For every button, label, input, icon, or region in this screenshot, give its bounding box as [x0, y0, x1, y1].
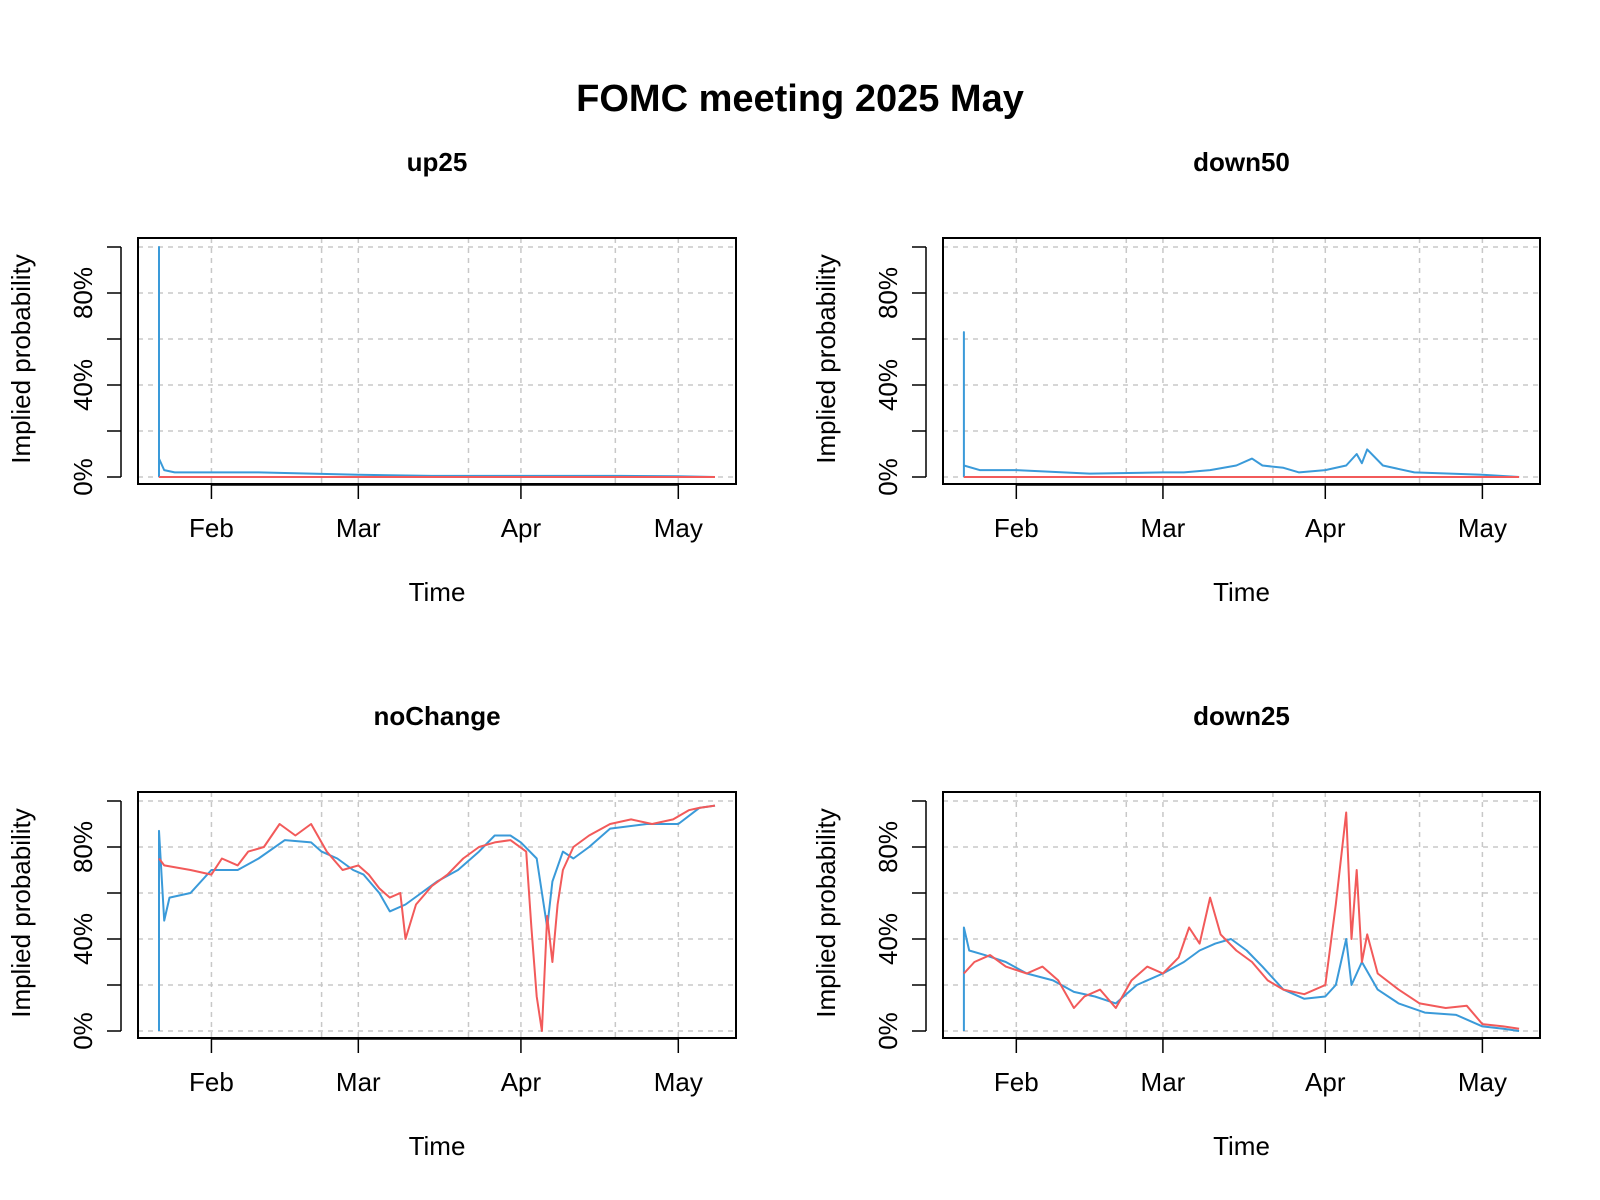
- x-axis-label: Time: [409, 1131, 466, 1161]
- x-tick-label: Mar: [336, 513, 381, 543]
- y-tick-label: 80%: [68, 821, 98, 873]
- y-tick-label: 0%: [873, 1012, 903, 1050]
- y-tick-label: 40%: [68, 913, 98, 965]
- y-axis-label: Implied probability: [811, 808, 841, 1018]
- panel-title: noChange: [373, 701, 500, 731]
- x-tick-label: Mar: [1141, 513, 1186, 543]
- x-tick-label: Feb: [189, 1067, 234, 1097]
- y-axis-label: Implied probability: [6, 254, 36, 464]
- series-line-2: [158, 804, 716, 1032]
- panel-title: down50: [1193, 147, 1290, 177]
- panel-title: up25: [407, 147, 468, 177]
- x-axis-label: Time: [409, 577, 466, 607]
- y-axis-label: Implied probability: [6, 808, 36, 1018]
- y-tick-label: 40%: [873, 913, 903, 965]
- plot-frame: [942, 237, 1541, 485]
- y-tick-label: 0%: [68, 1012, 98, 1050]
- y-tick-label: 0%: [873, 458, 903, 496]
- chart-panel-up25: 0% 40% 80% Feb Mar Apr May up25 Time Implied prob…: [6, 147, 737, 607]
- x-tick-label: May: [654, 1067, 703, 1097]
- panel-title: down25: [1193, 701, 1290, 731]
- series-line-1: [158, 246, 716, 478]
- x-tick-label: May: [1458, 1067, 1507, 1097]
- y-tick-label: 80%: [68, 267, 98, 319]
- x-tick-label: Apr: [1305, 513, 1346, 543]
- x-tick-label: Mar: [336, 1067, 381, 1097]
- series-line-1: [962, 926, 1520, 1032]
- y-tick-label: 0%: [68, 458, 98, 496]
- chart-panel-noChange: 0% 40% 80% Feb Mar Apr May noChange Time Implied …: [6, 701, 737, 1161]
- figure-title: FOMC meeting 2025 May: [576, 78, 1024, 120]
- x-axis-label: Time: [1213, 577, 1270, 607]
- x-tick-label: Feb: [994, 1067, 1039, 1097]
- series-line-2: [963, 811, 1520, 1030]
- x-tick-label: May: [654, 513, 703, 543]
- y-axis-label: Implied probability: [811, 254, 841, 464]
- y-tick-label: 80%: [873, 821, 903, 873]
- x-axis-label: Time: [1213, 1131, 1270, 1161]
- plot-frame: [137, 791, 737, 1039]
- x-tick-label: Feb: [994, 513, 1039, 543]
- x-tick-label: Apr: [501, 1067, 542, 1097]
- plot-frame: [137, 237, 737, 485]
- x-tick-label: Feb: [189, 513, 234, 543]
- x-tick-label: Apr: [1305, 1067, 1346, 1097]
- chart-panel-down25: 0% 40% 80% Feb Mar Apr May down25 Time Implied pr…: [811, 701, 1541, 1161]
- y-tick-label: 40%: [68, 359, 98, 411]
- series-line-1: [158, 804, 716, 1031]
- x-tick-label: Mar: [1141, 1067, 1186, 1097]
- y-tick-label: 40%: [873, 359, 903, 411]
- y-tick-label: 80%: [873, 267, 903, 319]
- x-tick-label: Apr: [501, 513, 542, 543]
- plot-frame: [942, 791, 1541, 1039]
- chart-panel-down50: 0% 40% 80% Feb Mar Apr May down50 Time Implied pr…: [811, 147, 1541, 607]
- series-line-1: [962, 331, 1520, 478]
- x-tick-label: May: [1458, 513, 1507, 543]
